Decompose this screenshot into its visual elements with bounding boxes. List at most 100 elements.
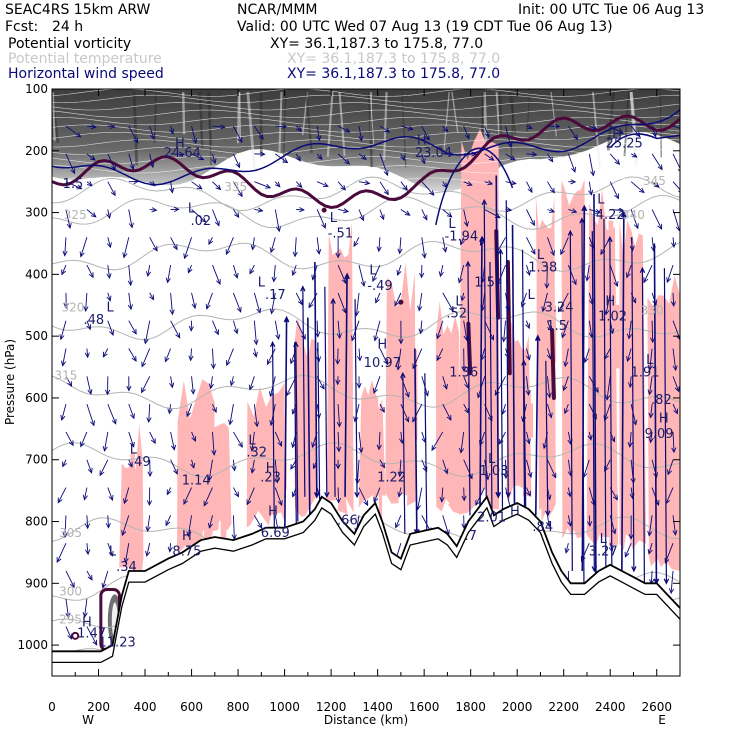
wind-vector: [324, 286, 328, 497]
wind-vector-head: [394, 300, 400, 307]
pv-value-label: .48: [84, 313, 105, 328]
wind-vector-head: [629, 245, 635, 252]
wind-vector: [650, 570, 653, 584]
wind-vector-head: [121, 530, 127, 537]
pv-value-label: 24.64: [164, 146, 201, 161]
theta-label: 345: [643, 174, 666, 188]
wind-vector: [191, 292, 196, 309]
wind-vector: [650, 431, 653, 443]
wind-vector: [57, 487, 67, 503]
wind-vector-head: [505, 492, 511, 499]
pink-plume-fragment: [302, 409, 310, 478]
pink-plume-fragment: [130, 509, 139, 554]
wind-vector: [337, 292, 347, 313]
wind-vector: [398, 487, 402, 497]
theta-contour: [52, 442, 680, 478]
wind-vector: [170, 181, 173, 193]
pink-plume-fragment: [130, 453, 135, 522]
wind-vector-head: [296, 182, 303, 188]
wind-vector: [84, 487, 88, 500]
wind-vector: [233, 487, 239, 497]
wind-vector-head: [614, 193, 619, 200]
wind-vector: [402, 373, 406, 534]
wind-vector: [316, 320, 319, 337]
wind-vector-head: [108, 494, 114, 501]
wind-vector-head: [398, 338, 404, 345]
wind-vector-head: [604, 465, 609, 472]
wind-vector-head: [249, 268, 255, 275]
wind-vector-head: [237, 191, 243, 198]
wind-vector-head: [344, 272, 350, 280]
wind-vector: [651, 209, 662, 230]
wind-vector: [170, 320, 181, 338]
wind-vector: [316, 209, 326, 229]
wind-vector-head: [69, 582, 75, 589]
wind-vector: [463, 403, 470, 414]
wind-vector-head: [173, 206, 180, 212]
y-tick-label: 800: [25, 515, 48, 529]
wind-vector: [233, 181, 243, 197]
wind-vector-head: [191, 436, 197, 443]
wind-vector: [397, 348, 402, 370]
x-tick-label: 600: [180, 700, 203, 714]
wind-vector: [183, 487, 192, 505]
wind-vector-head: [566, 491, 572, 498]
wind-vector: [86, 376, 92, 395]
wind-vector-head: [402, 185, 408, 191]
wind-vector: [609, 125, 624, 134]
pv-shade-streak: [443, 92, 450, 150]
wind-vector-head: [397, 248, 403, 255]
pv-value-label: -1.94: [445, 229, 479, 244]
wind-vector-head: [525, 323, 531, 330]
theta-label: 305: [59, 526, 82, 540]
theta-contour: [52, 89, 680, 97]
wind-vector-head: [588, 189, 594, 196]
wind-vector: [568, 209, 577, 213]
wind-vector-head: [214, 220, 220, 227]
wind-vector: [353, 237, 360, 247]
wind-vector: [546, 376, 551, 398]
wind-vector-head: [187, 267, 193, 274]
wind-vector: [436, 348, 444, 361]
wind-vector: [86, 403, 95, 426]
high-marker: H: [510, 504, 520, 519]
wind-vector: [610, 209, 624, 212]
wind-vector-head: [265, 183, 272, 189]
wind-vector: [400, 209, 410, 216]
wind-vector-head: [300, 285, 306, 292]
wind-vector: [141, 348, 151, 367]
wind-vector: [307, 317, 311, 522]
pink-plume-fragment: [536, 271, 545, 342]
wind-vector-head: [583, 357, 589, 364]
wind-vector-head: [379, 214, 385, 221]
wind-vector: [253, 404, 258, 427]
wind-vector-head: [82, 612, 88, 619]
wind-vector-head: [525, 390, 531, 396]
wind-vector: [65, 431, 74, 446]
pv-value-label: 1.47: [77, 627, 106, 642]
wind-vector-head: [429, 190, 435, 196]
wind-vector: [86, 515, 89, 529]
wind-vector: [442, 376, 448, 389]
low-marker: L: [537, 248, 545, 263]
wind-vector-head: [550, 250, 555, 257]
pv-value-label: .7: [464, 529, 476, 544]
wind-vector-head: [65, 612, 71, 619]
pv-shade-streak: [369, 92, 375, 146]
wind-vector: [442, 459, 448, 474]
wind-vector-head: [353, 241, 359, 248]
wind-vector-head: [131, 328, 137, 335]
theta-contour: [52, 94, 680, 103]
y-tick-label: 900: [25, 576, 48, 590]
wind-vector-head: [214, 329, 219, 336]
wind-vector: [212, 264, 221, 285]
wind-vector: [431, 431, 444, 451]
wind-vector-head: [308, 302, 314, 309]
wind-vector-head: [87, 574, 93, 581]
wind-vector-head: [620, 210, 627, 218]
wind-vector-head: [167, 408, 173, 415]
wind-vector: [254, 181, 271, 189]
wind-vector-head: [668, 588, 675, 595]
wind-vector: [624, 542, 632, 557]
wind-vector: [212, 209, 220, 226]
